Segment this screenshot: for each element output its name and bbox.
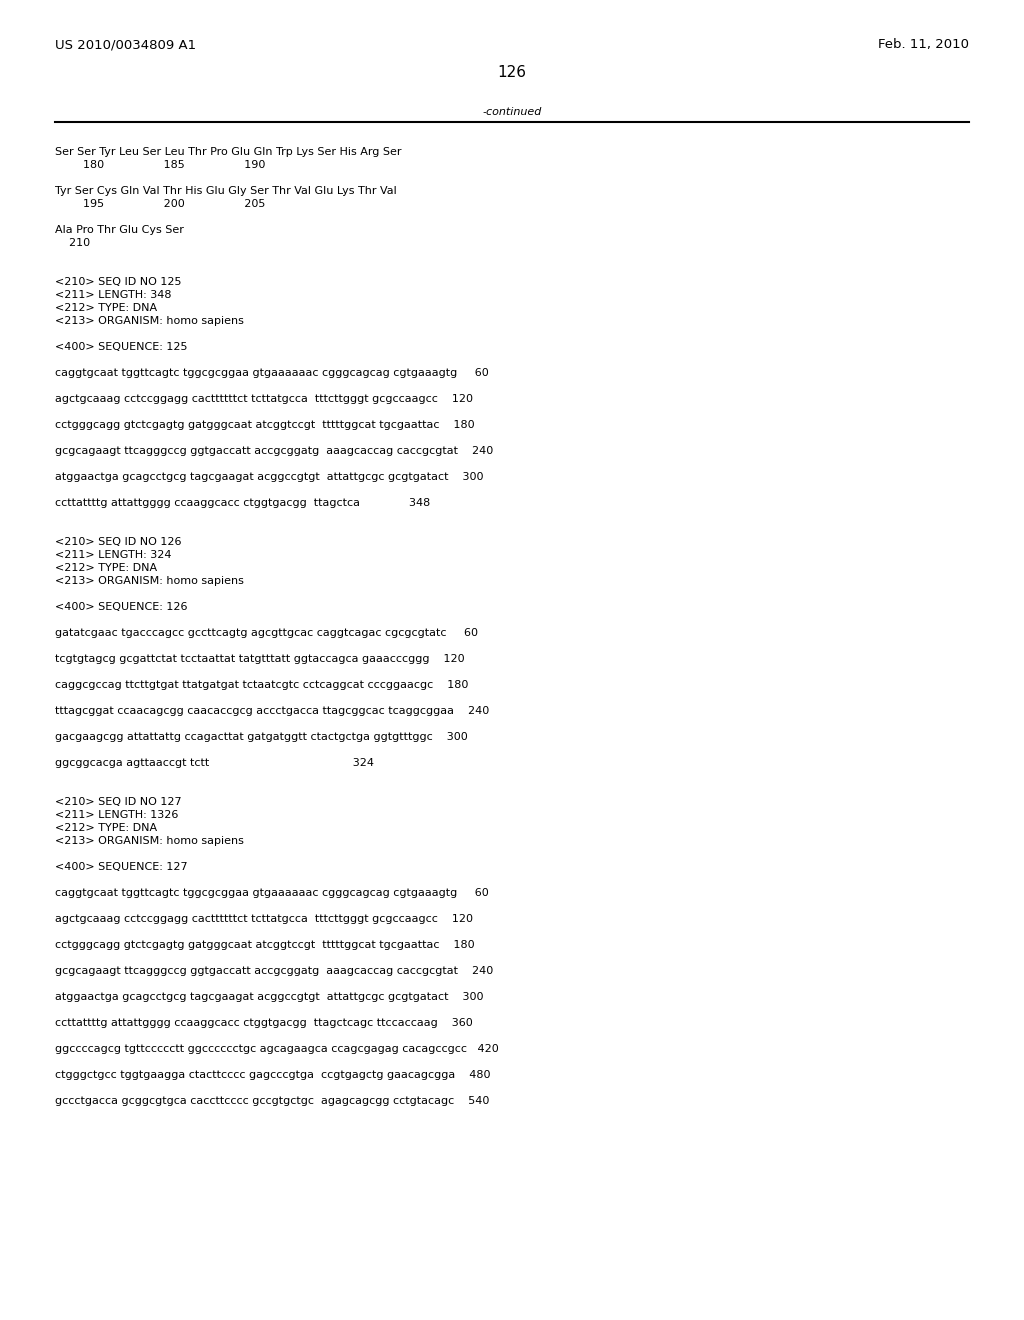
Text: <210> SEQ ID NO 127: <210> SEQ ID NO 127 — [55, 797, 181, 807]
Text: 180                 185                 190: 180 185 190 — [55, 160, 265, 170]
Text: ggccccagcg tgttccccctt ggcccccctgc agcagaagca ccagcgagag cacagccgcc   420: ggccccagcg tgttccccctt ggcccccctgc agcag… — [55, 1044, 499, 1053]
Text: atggaactga gcagcctgcg tagcgaagat acggccgtgt  attattgcgc gcgtgatact    300: atggaactga gcagcctgcg tagcgaagat acggccg… — [55, 993, 483, 1002]
Text: cctgggcagg gtctcgagtg gatgggcaat atcggtccgt  tttttggcat tgcgaattac    180: cctgggcagg gtctcgagtg gatgggcaat atcggtc… — [55, 940, 475, 950]
Text: caggtgcaat tggttcagtc tggcgcggaa gtgaaaaaac cgggcagcag cgtgaaagtg     60: caggtgcaat tggttcagtc tggcgcggaa gtgaaaa… — [55, 368, 488, 378]
Text: Feb. 11, 2010: Feb. 11, 2010 — [878, 38, 969, 51]
Text: tcgtgtagcg gcgattctat tcctaattat tatgtttatt ggtaccagca gaaacccggg    120: tcgtgtagcg gcgattctat tcctaattat tatgttt… — [55, 653, 465, 664]
Text: US 2010/0034809 A1: US 2010/0034809 A1 — [55, 38, 197, 51]
Text: <213> ORGANISM: homo sapiens: <213> ORGANISM: homo sapiens — [55, 315, 244, 326]
Text: <400> SEQUENCE: 125: <400> SEQUENCE: 125 — [55, 342, 187, 352]
Text: ctgggctgcc tggtgaagga ctacttcccc gagcccgtga  ccgtgagctg gaacagcgga    480: ctgggctgcc tggtgaagga ctacttcccc gagcccg… — [55, 1071, 490, 1080]
Text: ccttattttg attattgggg ccaaggcacc ctggtgacgg  ttagctca              348: ccttattttg attattgggg ccaaggcacc ctggtga… — [55, 498, 430, 508]
Text: gcgcagaagt ttcagggccg ggtgaccatt accgcggatg  aaagcaccag caccgcgtat    240: gcgcagaagt ttcagggccg ggtgaccatt accgcgg… — [55, 966, 494, 975]
Text: Ser Ser Tyr Leu Ser Leu Thr Pro Glu Gln Trp Lys Ser His Arg Ser: Ser Ser Tyr Leu Ser Leu Thr Pro Glu Gln … — [55, 147, 401, 157]
Text: <210> SEQ ID NO 126: <210> SEQ ID NO 126 — [55, 537, 181, 546]
Text: agctgcaaag cctccggagg cacttttttct tcttatgcca  tttcttgggt gcgccaagcc    120: agctgcaaag cctccggagg cacttttttct tcttat… — [55, 393, 473, 404]
Text: Ala Pro Thr Glu Cys Ser: Ala Pro Thr Glu Cys Ser — [55, 224, 184, 235]
Text: <211> LENGTH: 348: <211> LENGTH: 348 — [55, 290, 171, 300]
Text: agctgcaaag cctccggagg cacttttttct tcttatgcca  tttcttgggt gcgccaagcc    120: agctgcaaag cctccggagg cacttttttct tcttat… — [55, 913, 473, 924]
Text: <210> SEQ ID NO 125: <210> SEQ ID NO 125 — [55, 277, 181, 286]
Text: <211> LENGTH: 1326: <211> LENGTH: 1326 — [55, 810, 178, 820]
Text: <213> ORGANISM: homo sapiens: <213> ORGANISM: homo sapiens — [55, 576, 244, 586]
Text: gccctgacca gcggcgtgca caccttcccc gccgtgctgc  agagcagcgg cctgtacagc    540: gccctgacca gcggcgtgca caccttcccc gccgtgc… — [55, 1096, 489, 1106]
Text: 126: 126 — [498, 65, 526, 81]
Text: tttagcggat ccaacagcgg caacaccgcg accctgacca ttagcggcac tcaggcggaa    240: tttagcggat ccaacagcgg caacaccgcg accctga… — [55, 706, 489, 715]
Text: <400> SEQUENCE: 127: <400> SEQUENCE: 127 — [55, 862, 187, 873]
Text: <400> SEQUENCE: 126: <400> SEQUENCE: 126 — [55, 602, 187, 612]
Text: atggaactga gcagcctgcg tagcgaagat acggccgtgt  attattgcgc gcgtgatact    300: atggaactga gcagcctgcg tagcgaagat acggccg… — [55, 473, 483, 482]
Text: <212> TYPE: DNA: <212> TYPE: DNA — [55, 564, 157, 573]
Text: 210: 210 — [55, 238, 90, 248]
Text: gatatcgaac tgacccagcc gccttcagtg agcgttgcac caggtcagac cgcgcgtatc     60: gatatcgaac tgacccagcc gccttcagtg agcgttg… — [55, 628, 478, 638]
Text: ggcggcacga agttaaccgt tctt                                         324: ggcggcacga agttaaccgt tctt 324 — [55, 758, 374, 768]
Text: <212> TYPE: DNA: <212> TYPE: DNA — [55, 822, 157, 833]
Text: 195                 200                 205: 195 200 205 — [55, 199, 265, 209]
Text: <213> ORGANISM: homo sapiens: <213> ORGANISM: homo sapiens — [55, 836, 244, 846]
Text: gacgaagcgg attattattg ccagacttat gatgatggtt ctactgctga ggtgtttggc    300: gacgaagcgg attattattg ccagacttat gatgatg… — [55, 733, 468, 742]
Text: caggtgcaat tggttcagtc tggcgcggaa gtgaaaaaac cgggcagcag cgtgaaagtg     60: caggtgcaat tggttcagtc tggcgcggaa gtgaaaa… — [55, 888, 488, 898]
Text: -continued: -continued — [482, 107, 542, 117]
Text: gcgcagaagt ttcagggccg ggtgaccatt accgcggatg  aaagcaccag caccgcgtat    240: gcgcagaagt ttcagggccg ggtgaccatt accgcgg… — [55, 446, 494, 455]
Text: Tyr Ser Cys Gln Val Thr His Glu Gly Ser Thr Val Glu Lys Thr Val: Tyr Ser Cys Gln Val Thr His Glu Gly Ser … — [55, 186, 396, 195]
Text: <211> LENGTH: 324: <211> LENGTH: 324 — [55, 550, 171, 560]
Text: cctgggcagg gtctcgagtg gatgggcaat atcggtccgt  tttttggcat tgcgaattac    180: cctgggcagg gtctcgagtg gatgggcaat atcggtc… — [55, 420, 475, 430]
Text: ccttattttg attattgggg ccaaggcacc ctggtgacgg  ttagctcagc ttccaccaag    360: ccttattttg attattgggg ccaaggcacc ctggtga… — [55, 1018, 473, 1028]
Text: caggcgccag ttcttgtgat ttatgatgat tctaatcgtc cctcaggcat cccggaacgc    180: caggcgccag ttcttgtgat ttatgatgat tctaatc… — [55, 680, 468, 690]
Text: <212> TYPE: DNA: <212> TYPE: DNA — [55, 304, 157, 313]
